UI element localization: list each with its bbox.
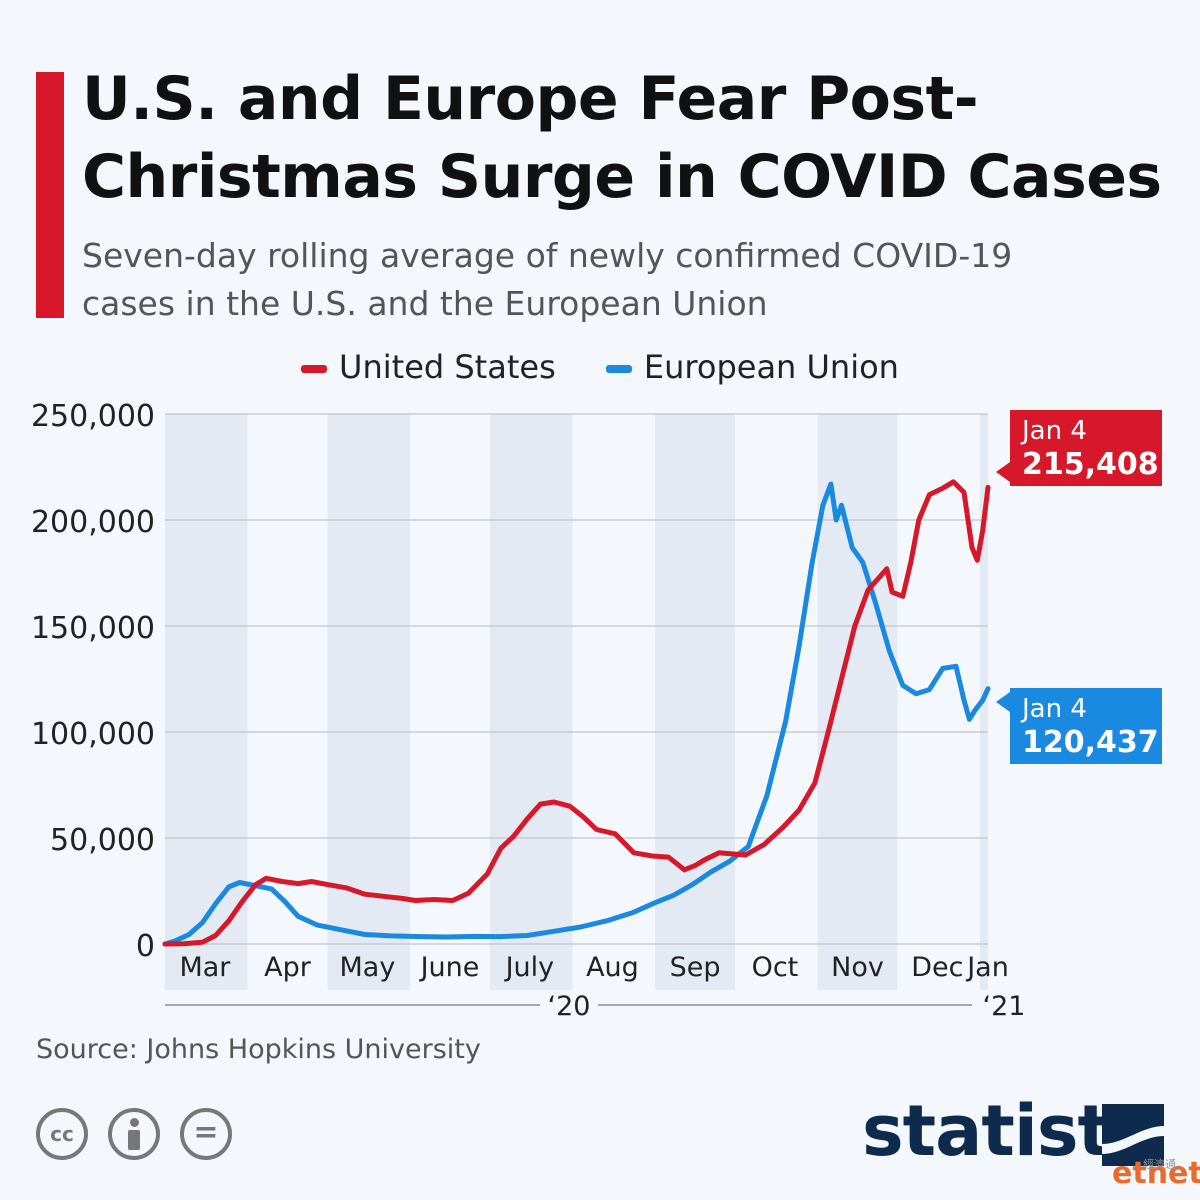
cc-icon-text: cc — [50, 1122, 74, 1146]
watermark-logo: etnet — [1112, 1156, 1200, 1191]
year-label-2021: ‘21 — [983, 991, 1026, 1022]
attribution-icon-head — [130, 1118, 139, 1127]
legend-label-us: United States — [339, 348, 556, 386]
x-tick-label: Dec — [911, 952, 963, 983]
month-band — [655, 414, 735, 990]
callout-box-us — [996, 410, 1162, 486]
y-tick-label: 0 — [136, 929, 155, 964]
statista-logo-icon — [1102, 1104, 1164, 1166]
x-tick-label: July — [504, 952, 555, 983]
y-tick-label: 150,000 — [31, 611, 155, 646]
callout-date-us: Jan 4 — [1020, 416, 1087, 446]
y-tick-label: 100,000 — [31, 717, 155, 752]
y-tick-label: 250,000 — [31, 399, 155, 434]
callout-value-eu: 120,437 — [1022, 725, 1159, 760]
x-tick-label: Mar — [179, 952, 231, 983]
x-tick-label: Nov — [831, 952, 884, 983]
y-tick-label: 50,000 — [50, 823, 155, 858]
watermark-subtext: 經濟通 — [1143, 1158, 1176, 1171]
callout-date-eu: Jan 4 — [1020, 694, 1087, 724]
y-tick-label: 200,000 — [31, 505, 155, 540]
attribution-icon — [108, 1108, 160, 1160]
x-tick-label: May — [340, 952, 396, 983]
legend-swatch-us — [301, 365, 328, 373]
x-tick-label: Apr — [264, 952, 312, 983]
month-band — [489, 414, 573, 990]
accent-bar — [36, 72, 64, 318]
legend-label-eu: European Union — [643, 348, 899, 386]
line-chart: 0 50,000 100,000 150,000 200,000 250,000 Mar Ap… — [31, 399, 1162, 1022]
chart-subtitle: Seven-day rolling average of newly confi… — [82, 236, 1013, 323]
source-note: Source: Johns Hopkins University — [36, 1034, 481, 1065]
month-band — [327, 414, 411, 990]
cc-icon: cc — [36, 1108, 88, 1160]
legend-item-eu: European Union — [605, 348, 899, 386]
attribution-icon-body — [128, 1130, 140, 1150]
x-tick-label: June — [419, 952, 480, 983]
legend: United States European Union — [0, 348, 1200, 386]
x-tick-label: Oct — [752, 952, 799, 983]
x-tick-label: Sep — [670, 952, 721, 983]
month-band — [165, 414, 248, 990]
no-derivatives-icon-text: = — [193, 1115, 219, 1150]
chart-title: U.S. and Europe Fear Post-Christmas Surg… — [82, 64, 1162, 212]
month-band — [817, 414, 898, 990]
callout-value-us: 215,408 — [1022, 447, 1159, 482]
x-tick-label: Aug — [586, 952, 639, 983]
x-tick-label: Jan — [965, 952, 1009, 983]
callout-box-eu — [996, 688, 1162, 764]
eu-line — [162, 481, 991, 947]
legend-swatch-eu — [605, 365, 632, 373]
no-derivatives-icon: = — [180, 1108, 232, 1160]
us-line — [162, 479, 991, 947]
year-label-2020: ‘20 — [548, 991, 591, 1022]
legend-item-us: United States — [301, 348, 556, 386]
